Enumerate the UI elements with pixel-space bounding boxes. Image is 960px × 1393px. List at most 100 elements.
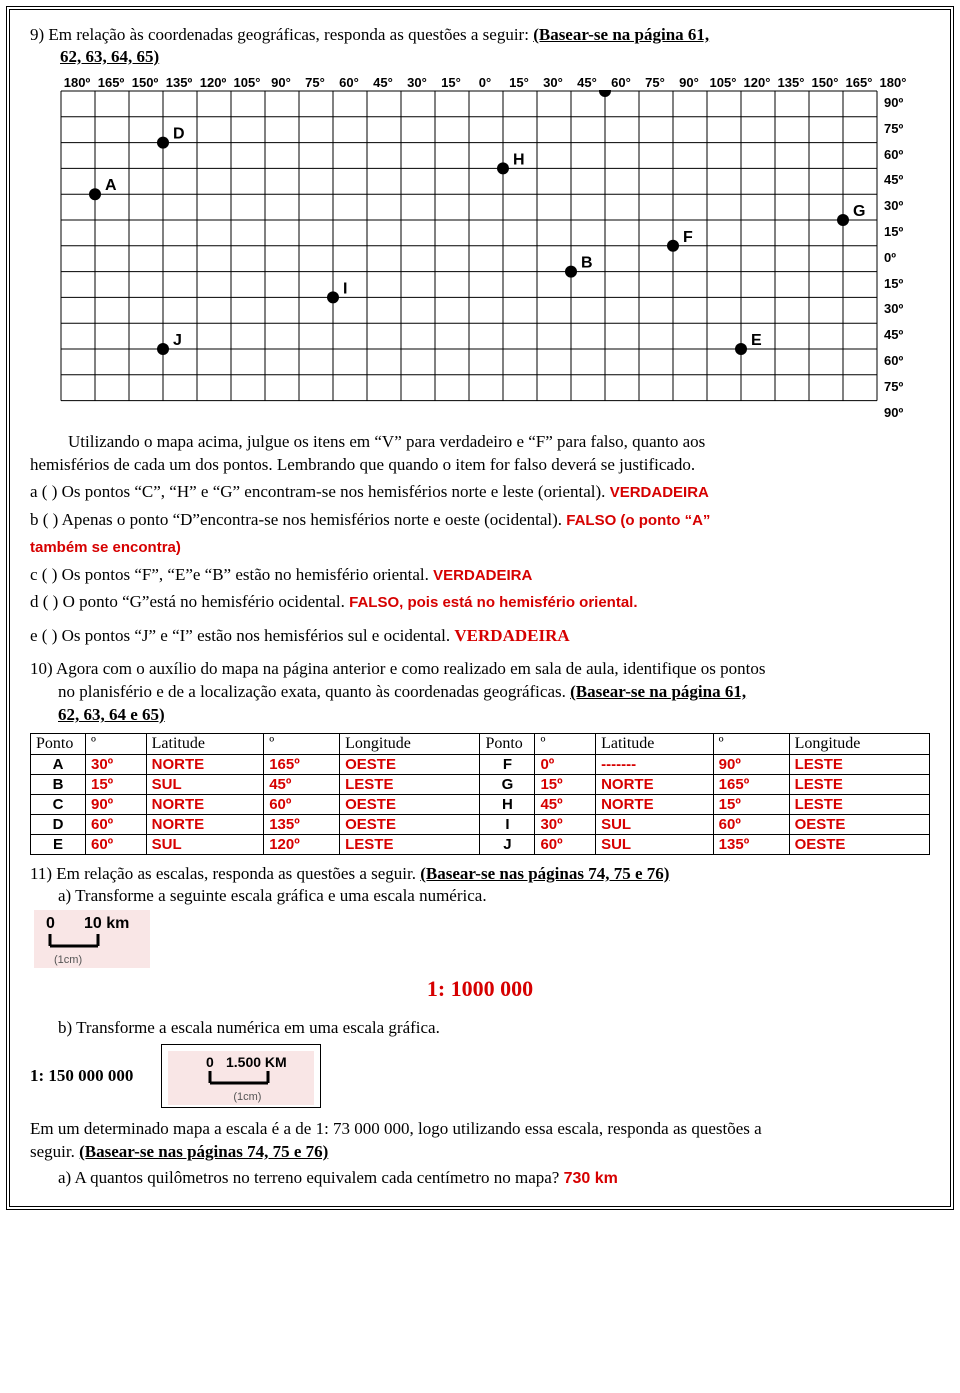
- lon-label: 0°: [468, 75, 502, 90]
- longitude-labels: 180º165º150º135º120º105°90°75°60°45°30°1…: [60, 75, 930, 90]
- lon-label: 15°: [434, 75, 468, 90]
- q9-a-answer: VERDADEIRA: [610, 484, 709, 501]
- q10-line2: no planisfério e de a localização exata,…: [58, 682, 570, 701]
- q10-ref1: (Basear-se na página 61,: [570, 682, 746, 701]
- q9-e-text: e ( ) Os pontos “J” e “I” estão nos hemi…: [30, 626, 454, 645]
- q9-b-answer2: também se encontra): [30, 539, 181, 556]
- lon-label: 180°: [876, 75, 910, 90]
- scale-b-box: 0 1.500 KM (1cm): [168, 1051, 314, 1105]
- q9-item-d: d ( ) O ponto “G”está no hemisfério ocid…: [30, 589, 930, 615]
- lon-label: 45°: [570, 75, 604, 90]
- q9-stem-text: 9) Em relação às coordenadas geográficas…: [30, 25, 533, 44]
- q10-line1: 10) Agora com o auxílio do mapa na págin…: [30, 659, 765, 678]
- lon-label: 90°: [672, 75, 706, 90]
- scale-b-val: 1.500 KM: [226, 1055, 287, 1070]
- q9-stem: 9) Em relação às coordenadas geográficas…: [30, 24, 930, 47]
- scale-a-box: 0 10 km (1cm): [34, 910, 150, 968]
- lat-label: 30º: [884, 193, 903, 219]
- scale-a-cm: (1cm): [54, 954, 142, 966]
- lon-label: 105°: [230, 75, 264, 90]
- lat-label: 90º: [884, 90, 903, 116]
- q11-stem: 11) Em relação as escalas, responda as q…: [30, 863, 930, 886]
- scale-a-svg: 0 10 km: [42, 914, 142, 954]
- q9-stem-ref: (Basear-se na página 61,: [533, 25, 709, 44]
- final-line1: Em um determinado mapa a escala é a de 1…: [30, 1119, 762, 1138]
- q11-a: a) Transforme a seguinte escala gráfica …: [58, 886, 930, 906]
- lat-label: 15º: [884, 271, 903, 297]
- lon-label: 135°: [774, 75, 808, 90]
- svg-text:G: G: [853, 203, 865, 220]
- final-line2: seguir.: [30, 1142, 79, 1161]
- scale-b-zero: 0: [206, 1055, 214, 1070]
- svg-text:E: E: [751, 332, 762, 349]
- q9-instructions-2: hemisférios de cada um dos pontos. Lembr…: [30, 454, 930, 477]
- page-border: 9) Em relação às coordenadas geográficas…: [6, 6, 954, 1210]
- svg-text:C: C: [615, 90, 627, 91]
- q9-a-text: a ( ) Os pontos “C”, “H” e “G” encontram…: [30, 482, 610, 501]
- lon-label: 75°: [298, 75, 332, 90]
- lat-label: 45º: [884, 322, 903, 348]
- grid-svg: A B C D E F G H I J: [60, 90, 878, 402]
- q9-item-c: c ( ) Os pontos “F”, “E”e “B” estão no h…: [30, 562, 930, 588]
- lat-label: 0º: [884, 245, 903, 271]
- q10-ref2: 62, 63, 64 e 65): [58, 705, 165, 724]
- svg-text:D: D: [173, 126, 185, 143]
- lat-label: 60º: [884, 348, 903, 374]
- coordinates-table: PontoºLatitudeºLongitudePontoºLatitudeºL…: [30, 733, 930, 855]
- lon-label: 135º: [162, 75, 196, 90]
- lat-label: 30º: [884, 296, 903, 322]
- lon-label: 30°: [536, 75, 570, 90]
- q9-b-text: b ( ) Apenas o ponto “D”encontra-se nos …: [30, 510, 566, 529]
- q9-d-answer: FALSO, pois está no hemisfério oriental.: [349, 594, 637, 611]
- lon-label: 165°: [842, 75, 876, 90]
- q11-b: b) Transforme a escala numérica em uma e…: [58, 1018, 930, 1038]
- lon-label: 75°: [638, 75, 672, 90]
- lon-label: 60°: [332, 75, 366, 90]
- scale-a-val: 10 km: [84, 915, 129, 932]
- lon-label: 90°: [264, 75, 298, 90]
- lon-label: 45°: [366, 75, 400, 90]
- q9-c-text: c ( ) Os pontos “F”, “E”e “B” estão no h…: [30, 565, 433, 584]
- final-a-text: a) A quantos quilômetros no terreno equi…: [58, 1168, 564, 1187]
- q9-para1: Utilizando o mapa acima, julgue os itens…: [68, 432, 705, 451]
- q11-b-row: 1: 150 000 000 0 1.500 KM (1cm): [30, 1044, 930, 1108]
- q9-c-answer: VERDADEIRA: [433, 567, 532, 584]
- lat-label: 45º: [884, 167, 903, 193]
- svg-text:I: I: [343, 280, 347, 297]
- q11-a-answer: 1: 1000 000: [30, 976, 930, 1002]
- lon-label: 105°: [706, 75, 740, 90]
- lat-label: 60º: [884, 142, 903, 168]
- q9-pages: 62, 63, 64, 65): [60, 47, 930, 67]
- final-a: a) A quantos quilômetros no terreno equi…: [58, 1168, 930, 1188]
- final-para: Em um determinado mapa a escala é a de 1…: [30, 1118, 930, 1164]
- svg-text:F: F: [683, 229, 693, 246]
- final-a-answer: 730 km: [564, 1170, 618, 1187]
- q9-b-answer: FALSO (o ponto “A”: [566, 512, 710, 529]
- lat-label: 15º: [884, 219, 903, 245]
- lon-label: 150º: [128, 75, 162, 90]
- svg-text:J: J: [173, 332, 182, 349]
- q9-instructions: Utilizando o mapa acima, julgue os itens…: [30, 431, 930, 454]
- q11-text: 11) Em relação as escalas, responda as q…: [30, 864, 420, 883]
- q11-b-ratio: 1: 150 000 000: [30, 1066, 133, 1086]
- scale-b-outer: 0 1.500 KM (1cm): [161, 1044, 321, 1108]
- scale-b-cm: (1cm): [188, 1091, 306, 1103]
- q9-item-a: a ( ) Os pontos “C”, “H” e “G” encontram…: [30, 479, 930, 505]
- scale-a-zero: 0: [46, 915, 55, 932]
- lon-label: 60°: [604, 75, 638, 90]
- svg-text:H: H: [513, 151, 525, 168]
- svg-text:A: A: [105, 177, 117, 194]
- latitude-labels: 90º75º60º45º30º15º0º15º30º45º60º75º90º: [884, 90, 903, 425]
- q9-item-b: b ( ) Apenas o ponto “D”encontra-se nos …: [30, 507, 930, 533]
- lat-label: 75º: [884, 374, 903, 400]
- scale-b-svg: 0 1.500 KM: [176, 1055, 306, 1091]
- q9-e-answer: VERDADEIRA: [454, 626, 569, 645]
- q9-d-text: d ( ) O ponto “G”está no hemisfério ocid…: [30, 592, 349, 611]
- lon-label: 165º: [94, 75, 128, 90]
- lon-label: 150°: [808, 75, 842, 90]
- lon-label: 30°: [400, 75, 434, 90]
- final-ref: (Basear-se nas páginas 74, 75 e 76): [79, 1142, 328, 1161]
- svg-text:B: B: [581, 255, 593, 272]
- lon-label: 120º: [196, 75, 230, 90]
- lon-label: 120°: [740, 75, 774, 90]
